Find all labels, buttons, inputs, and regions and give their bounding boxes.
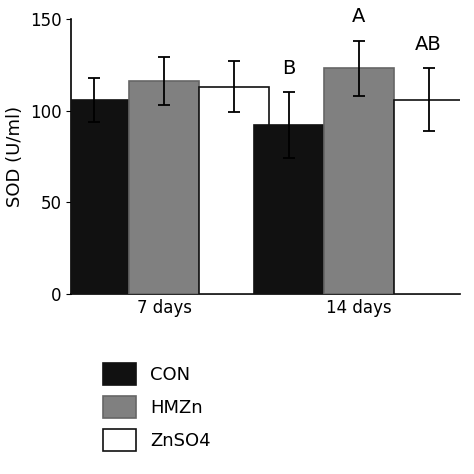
Bar (394, 100, 464, 294)
Text: A: A (352, 7, 365, 26)
Bar (324, 68, 394, 294)
Legend: CON, HMZn, ZnSO4: CON, HMZn, ZnSO4 (94, 355, 220, 460)
Text: B: B (282, 59, 295, 78)
Y-axis label: SOD (U/ml): SOD (U/ml) (6, 106, 24, 207)
Bar (254, 125, 324, 294)
Text: AB: AB (415, 35, 442, 54)
Bar (129, 81, 200, 294)
Bar (59, 100, 129, 294)
Bar (200, 87, 269, 294)
